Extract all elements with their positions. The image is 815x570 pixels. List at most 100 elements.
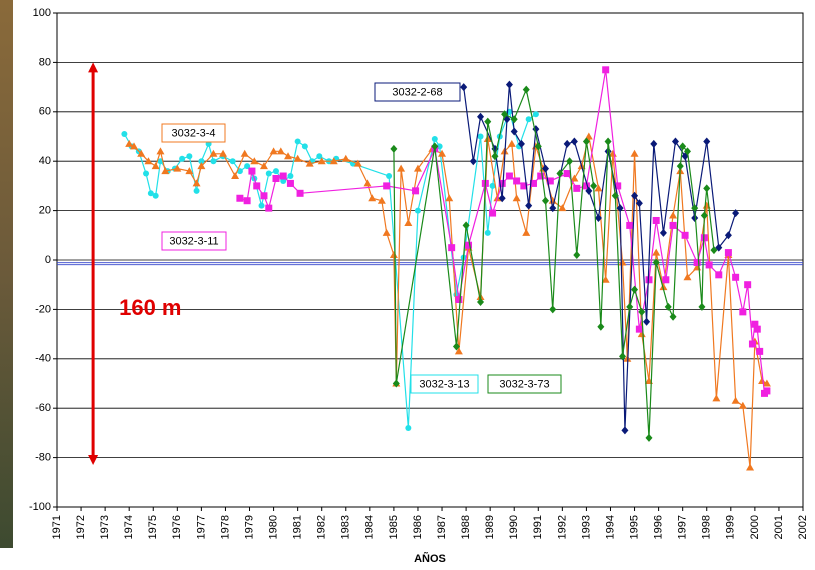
point: [491, 152, 499, 161]
point: [513, 177, 521, 185]
point: [724, 249, 732, 257]
point: [209, 149, 218, 157]
point: [517, 139, 525, 148]
x-tick-label: 1984: [364, 515, 376, 539]
point: [758, 377, 767, 385]
point: [652, 258, 660, 267]
point: [522, 228, 531, 236]
point: [659, 283, 668, 291]
point: [250, 157, 259, 165]
point: [276, 147, 285, 155]
point: [431, 142, 439, 151]
point: [483, 134, 492, 142]
point: [286, 179, 294, 187]
point: [703, 184, 711, 193]
point: [125, 139, 134, 147]
point: [186, 153, 193, 160]
x-tick-label: 1985: [388, 515, 400, 539]
x-tick-label: 1986: [412, 515, 424, 539]
point: [477, 112, 485, 121]
point: [669, 221, 677, 229]
point: [611, 191, 619, 200]
point: [412, 187, 420, 195]
point: [377, 196, 386, 204]
point: [710, 246, 718, 255]
point: [477, 297, 485, 306]
arrow-head: [88, 62, 99, 73]
point: [691, 204, 699, 213]
x-tick-label: 1987: [436, 515, 448, 539]
point: [301, 143, 308, 150]
point: [573, 251, 581, 260]
point: [635, 199, 643, 208]
point: [143, 170, 150, 177]
point: [534, 142, 542, 151]
y-tick-label: 100: [33, 7, 51, 19]
y-tick-label: 40: [39, 155, 51, 167]
point: [265, 170, 272, 177]
point: [700, 211, 708, 220]
x-tick-label: 1995: [628, 515, 640, 539]
x-tick-label: 1999: [725, 515, 737, 539]
point: [455, 296, 463, 304]
x-tick-label: 1998: [701, 515, 713, 539]
point: [121, 131, 128, 138]
x-tick-label: 1992: [556, 515, 568, 539]
point: [664, 302, 672, 311]
point: [151, 162, 160, 170]
point: [454, 347, 463, 355]
x-tick-label: 1979: [243, 515, 255, 539]
point: [693, 258, 701, 266]
series-label-box: [410, 374, 479, 394]
point: [260, 192, 268, 200]
point: [566, 157, 574, 166]
point: [638, 307, 646, 316]
point: [265, 204, 273, 212]
point: [732, 209, 740, 218]
point: [462, 221, 470, 230]
point: [498, 194, 506, 203]
x-tick-label: 1994: [604, 515, 616, 539]
point: [748, 340, 756, 348]
point: [763, 387, 771, 395]
x-tick-label: 1978: [219, 515, 231, 539]
point: [563, 139, 571, 148]
point: [507, 139, 516, 147]
point: [219, 149, 228, 157]
point: [731, 396, 740, 404]
point: [542, 196, 550, 205]
point: [386, 173, 393, 180]
point: [294, 138, 301, 145]
point: [198, 158, 205, 165]
point: [619, 352, 627, 361]
point: [498, 179, 506, 187]
point: [522, 85, 530, 94]
point: [156, 147, 165, 155]
series-label-box: [374, 82, 461, 102]
point: [484, 117, 492, 126]
point: [383, 182, 391, 190]
point: [192, 179, 201, 187]
point: [631, 285, 639, 294]
point: [751, 320, 759, 328]
point: [715, 271, 723, 279]
point: [739, 308, 747, 316]
y-tick-label: -80: [35, 452, 51, 464]
point: [501, 110, 509, 119]
point: [414, 207, 421, 214]
point: [510, 115, 518, 124]
point: [505, 172, 513, 180]
point: [353, 159, 362, 167]
point: [520, 182, 528, 190]
series-label: 3032-3-11: [169, 235, 218, 247]
point: [363, 179, 372, 187]
point: [287, 173, 294, 180]
point: [669, 211, 678, 219]
point: [683, 147, 691, 156]
point: [712, 394, 721, 402]
y-tick-label: -40: [35, 353, 51, 365]
point: [258, 202, 265, 209]
point: [253, 182, 261, 190]
point: [537, 172, 545, 180]
